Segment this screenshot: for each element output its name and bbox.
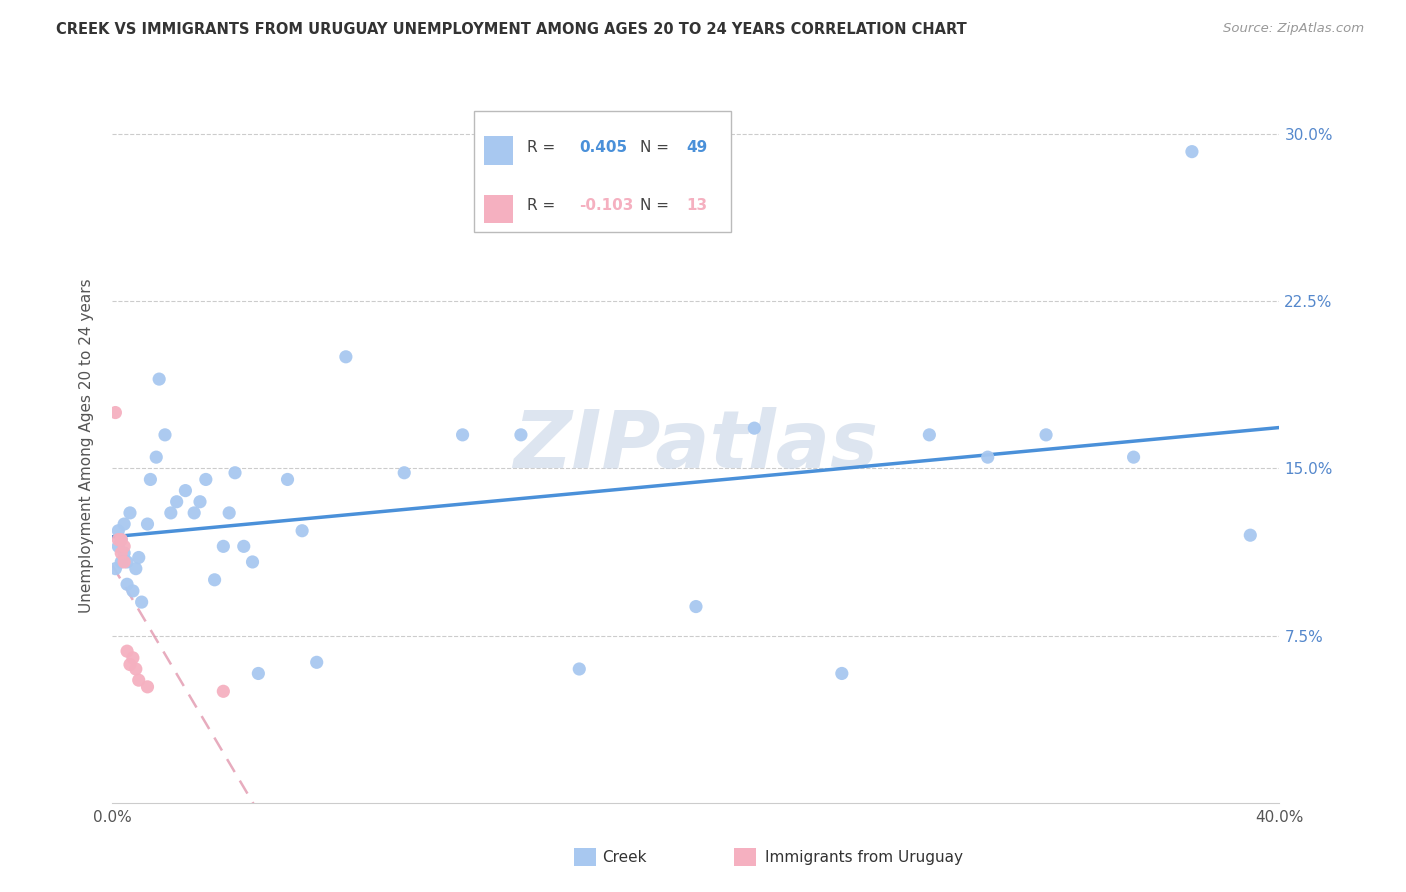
Point	[115, 577, 138, 591]
Point	[335, 350, 357, 364]
Text: N =: N =	[640, 139, 669, 154]
Point	[107, 524, 129, 538]
Point	[125, 662, 148, 676]
Text: CREEK VS IMMIGRANTS FROM URUGUAY UNEMPLOYMENT AMONG AGES 20 TO 24 YEARS CORRELAT: CREEK VS IMMIGRANTS FROM URUGUAY UNEMPLO…	[56, 22, 967, 37]
Point	[247, 666, 270, 681]
Point	[218, 506, 240, 520]
Point	[118, 506, 141, 520]
Point	[976, 450, 998, 464]
Point	[110, 546, 132, 560]
Point	[131, 595, 153, 609]
Point	[568, 662, 591, 676]
Point	[115, 644, 138, 658]
Bar	[484, 194, 513, 223]
Point	[112, 546, 135, 560]
Point	[174, 483, 197, 498]
Point	[918, 427, 941, 442]
Point	[204, 573, 226, 587]
Point	[107, 533, 129, 547]
Point	[139, 473, 162, 487]
Text: 49: 49	[686, 139, 707, 154]
Point	[685, 599, 707, 614]
Point	[188, 494, 211, 508]
Text: -0.103: -0.103	[579, 198, 634, 212]
Point	[160, 506, 183, 520]
Point	[305, 655, 328, 669]
Point	[509, 427, 531, 442]
Text: 13: 13	[686, 198, 707, 212]
Point	[153, 427, 176, 442]
Point	[112, 555, 135, 569]
Point	[224, 466, 246, 480]
Text: R =: R =	[527, 198, 555, 212]
Point	[831, 666, 853, 681]
Text: Immigrants from Uruguay: Immigrants from Uruguay	[765, 850, 963, 864]
Point	[110, 555, 132, 569]
Point	[104, 562, 127, 576]
Point	[212, 684, 235, 698]
Point	[136, 680, 159, 694]
Point	[212, 539, 235, 553]
Point	[742, 421, 765, 435]
Point	[107, 539, 129, 553]
Point	[148, 372, 170, 386]
Point	[394, 466, 416, 480]
Point	[122, 583, 145, 598]
Point	[1239, 528, 1261, 542]
Point	[118, 657, 141, 672]
Text: R =: R =	[527, 139, 555, 154]
Point	[242, 555, 264, 569]
Point	[232, 539, 254, 553]
Text: N =: N =	[640, 198, 669, 212]
Point	[112, 539, 135, 553]
FancyBboxPatch shape	[474, 111, 731, 232]
Point	[1122, 450, 1144, 464]
Point	[125, 562, 148, 576]
Point	[104, 405, 127, 419]
Point	[451, 427, 474, 442]
Text: Creek: Creek	[602, 850, 647, 864]
Text: Source: ZipAtlas.com: Source: ZipAtlas.com	[1223, 22, 1364, 36]
Point	[183, 506, 205, 520]
Point	[128, 550, 150, 565]
Point	[166, 494, 188, 508]
Y-axis label: Unemployment Among Ages 20 to 24 years: Unemployment Among Ages 20 to 24 years	[79, 278, 94, 614]
Point	[115, 555, 138, 569]
Point	[110, 533, 132, 547]
Point	[112, 516, 135, 531]
Text: ZIPatlas: ZIPatlas	[513, 407, 879, 485]
Point	[276, 473, 298, 487]
Point	[145, 450, 167, 464]
Text: 0.405: 0.405	[579, 139, 627, 154]
Point	[291, 524, 314, 538]
Point	[122, 651, 145, 665]
Point	[128, 673, 150, 687]
Point	[1035, 427, 1057, 442]
Point	[110, 533, 132, 547]
Point	[136, 516, 159, 531]
Point	[194, 473, 217, 487]
Bar	[484, 136, 513, 165]
Point	[1181, 145, 1204, 159]
